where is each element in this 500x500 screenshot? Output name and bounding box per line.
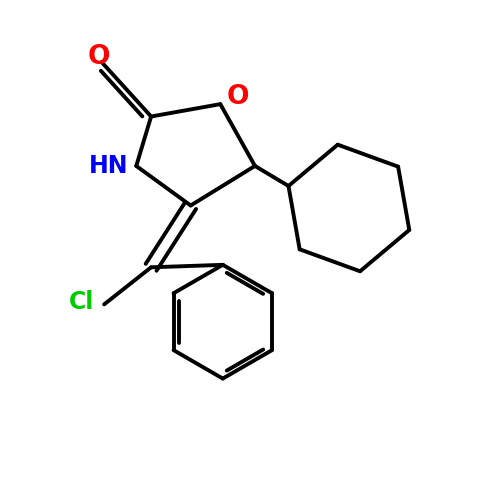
- Text: O: O: [88, 44, 110, 70]
- Text: Cl: Cl: [69, 290, 94, 314]
- Text: HN: HN: [90, 154, 129, 178]
- Text: O: O: [226, 84, 249, 110]
